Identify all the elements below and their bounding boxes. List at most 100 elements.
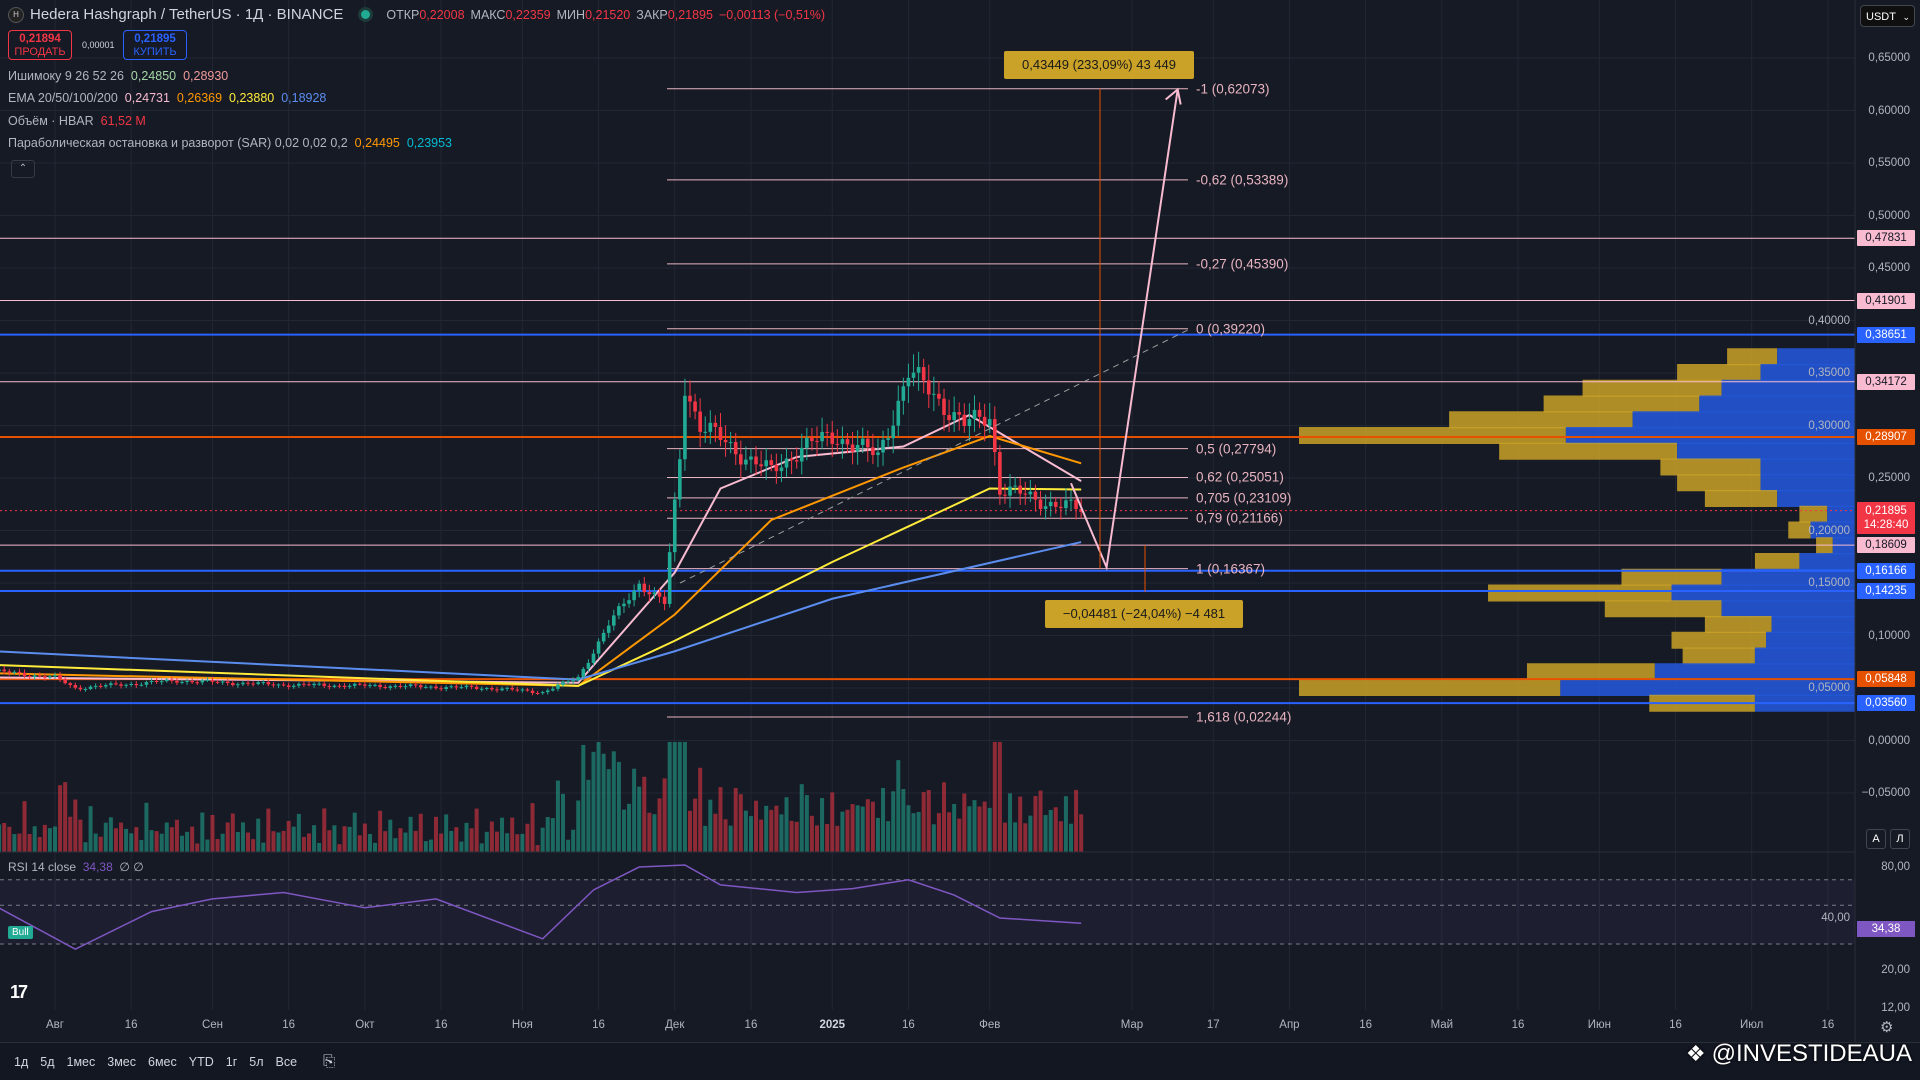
candle (576, 674, 581, 682)
log-scale-button[interactable]: Л (1890, 829, 1910, 849)
candle-body (2, 669, 6, 672)
tradingview-logo[interactable]: 17 (10, 982, 28, 1002)
collapse-legend-button[interactable]: ⌃ (11, 160, 35, 178)
candle (779, 453, 784, 483)
candle-body (1023, 493, 1028, 495)
price-chart[interactable] (0, 0, 1920, 1042)
candle-body (739, 454, 743, 465)
settings-gear-icon[interactable]: ⚙ (1880, 1019, 1894, 1036)
range-button-1[interactable]: 5д (40, 1054, 55, 1069)
time-tick-label: 2025 (819, 1019, 846, 1031)
candle (83, 687, 88, 692)
rsi-axis-tag: 34,38 (1857, 921, 1915, 937)
volume-bar (672, 742, 677, 852)
projection-path[interactable] (1070, 89, 1179, 571)
sell-label: ПРОДАТЬ (14, 46, 66, 58)
legend-value: 0,28930 (183, 69, 229, 83)
volume-bar (525, 823, 530, 852)
volume-profile-down-bar (1754, 647, 1855, 665)
volume-bar (469, 828, 474, 852)
range-button-0[interactable]: 1д (14, 1054, 29, 1069)
range-button-8[interactable]: Все (275, 1054, 298, 1069)
candle-body (114, 683, 118, 685)
volume-bar (88, 806, 93, 852)
volume-bar (332, 825, 337, 852)
buy-button[interactable]: 0,21895 КУПИТЬ (123, 30, 187, 60)
calendar-range-icon[interactable]: ⎘ (323, 1053, 336, 1070)
volume-bar (78, 819, 83, 852)
candle-body (347, 685, 352, 687)
ohlc-item: ЗАКР0,21895 (636, 8, 713, 22)
currency-selector[interactable]: USDT ⌄ (1860, 5, 1915, 27)
volume-bar (500, 817, 505, 852)
measure-down-label[interactable]: −0,04481 (−24,04%) −4 481 (1045, 600, 1243, 629)
candle (947, 399, 951, 433)
watermark: ❖ @INVESTIDEAUA (1686, 1040, 1912, 1068)
candle (728, 431, 733, 454)
candle-body (48, 676, 52, 678)
price-tick-label: 0,50000 (1868, 209, 1910, 222)
range-button-6[interactable]: 1г (225, 1054, 238, 1069)
price-level-tag: 0,05848 (1857, 671, 1915, 688)
sell-button[interactable]: 0,21894 ПРОДАТЬ (8, 30, 72, 60)
drawings[interactable] (679, 87, 1191, 593)
volume-bar (7, 826, 12, 852)
volume-bar (494, 831, 499, 852)
candle-body (170, 679, 174, 681)
legend-value: 61,52 M (100, 114, 146, 128)
volume-bar (1048, 809, 1053, 852)
measure-up-label[interactable]: 0,43449 (233,09%) 43 449 (1004, 50, 1194, 79)
volume-bar (251, 839, 256, 852)
auto-scale-button[interactable]: A (1866, 829, 1886, 849)
candle-body (429, 686, 433, 688)
volume-bar (1053, 807, 1058, 852)
volume-bar (144, 802, 149, 852)
volume-bar (728, 825, 733, 852)
candle-body (794, 460, 799, 462)
legend-ema[interactable]: EMA 20/50/100/200 0,24731 0,26369 0,2388… (8, 91, 326, 105)
candle (764, 448, 768, 480)
volume-bar (22, 801, 27, 852)
candle (231, 680, 235, 687)
range-button-5[interactable]: YTD (188, 1054, 214, 1069)
candle-body (312, 683, 316, 686)
volume-bar (317, 842, 322, 852)
volume-bar (896, 760, 901, 852)
range-button-2[interactable]: 1мес (66, 1054, 96, 1069)
volume-bar (266, 808, 271, 852)
candle-body (520, 689, 525, 691)
candle (708, 410, 713, 445)
candle (647, 584, 652, 602)
candle (1043, 494, 1048, 520)
candle-body (180, 681, 184, 683)
candle-body (1069, 499, 1073, 501)
symbol-title[interactable]: H Hedera Hashgraph / TetherUS · 1Д · BIN… (8, 6, 831, 23)
volume-profile-up-bar (1727, 348, 1778, 366)
legend-sar[interactable]: Параболическая остановка и разворот (SAR… (8, 136, 452, 150)
candle (124, 683, 128, 689)
legend-ichimoku[interactable]: Ишимоку 9 26 52 26 0,24850 0,28930 (8, 69, 228, 83)
volume-bar (967, 806, 972, 852)
range-button-4[interactable]: 6мес (148, 1054, 177, 1069)
candle (921, 358, 926, 394)
legend-volume[interactable]: Объём · HBAR 61,52 M (8, 114, 146, 128)
candle (200, 678, 205, 685)
volume-bar (256, 818, 261, 852)
candle-body (83, 689, 88, 691)
candle-body (225, 681, 230, 684)
candle (739, 440, 743, 478)
volume-bar (942, 782, 946, 852)
candle-body (672, 499, 677, 553)
legend-rsi[interactable]: RSI 14 close 34,38 ∅ ∅ (8, 860, 144, 874)
candle (754, 446, 758, 476)
candle-body (205, 679, 210, 681)
range-button-3[interactable]: 3мес (107, 1054, 136, 1069)
candle (114, 680, 118, 686)
range-button-7[interactable]: 5л (249, 1054, 264, 1069)
candle (342, 683, 347, 690)
time-tick-label: 16 (1511, 1019, 1525, 1031)
volume-profile-up-bar (1704, 490, 1778, 507)
horizontal-levels[interactable] (0, 237, 1855, 705)
candle-body (109, 683, 113, 686)
trend-line-dashed[interactable] (679, 328, 1191, 584)
